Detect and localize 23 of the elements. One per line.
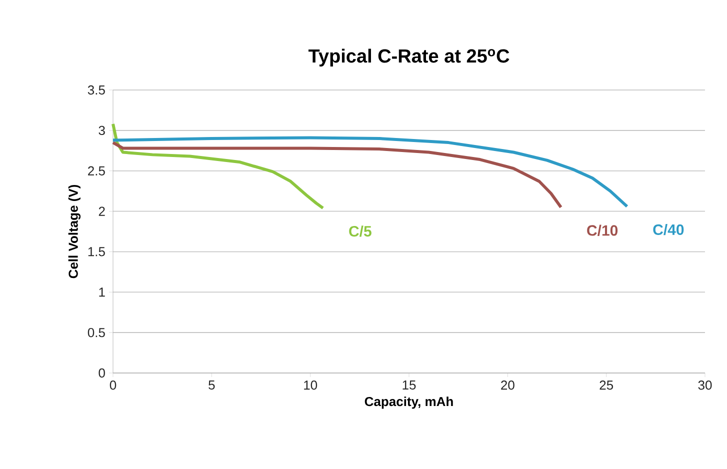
y-tick-label: 1.5: [88, 247, 105, 256]
x-tick-label: 25: [600, 380, 614, 390]
y-tick-label: 2.5: [88, 166, 105, 176]
chart-title: Typical C-Rate at 25$^{o}$C: [308, 48, 510, 66]
y-tick-label: 0: [98, 368, 105, 378]
x-tick-label: 15: [402, 380, 416, 390]
x-tick-label: 20: [501, 380, 514, 390]
text: C/10: [587, 224, 618, 236]
x-tick-label: 0: [110, 380, 116, 390]
y-tick-label: 0.5: [88, 328, 105, 338]
line-series: [112, 122, 324, 210]
x-tick-label: 10: [304, 380, 318, 390]
line-series: [112, 136, 629, 208]
x-tick-label: 30: [698, 380, 712, 390]
y-tick-label: 2: [98, 206, 105, 216]
y-tick-label: 3.5: [88, 85, 105, 95]
y-tick-label: 1: [99, 288, 105, 297]
x-tick-label: 5: [208, 380, 215, 390]
x-axis-title: Capacity, mAh: [364, 396, 453, 409]
text: C/5: [349, 226, 372, 237]
y-tick-label: 3: [98, 126, 105, 136]
text: C/40: [653, 224, 684, 236]
y-axis-title: Cell Voltage (V): [68, 184, 81, 278]
